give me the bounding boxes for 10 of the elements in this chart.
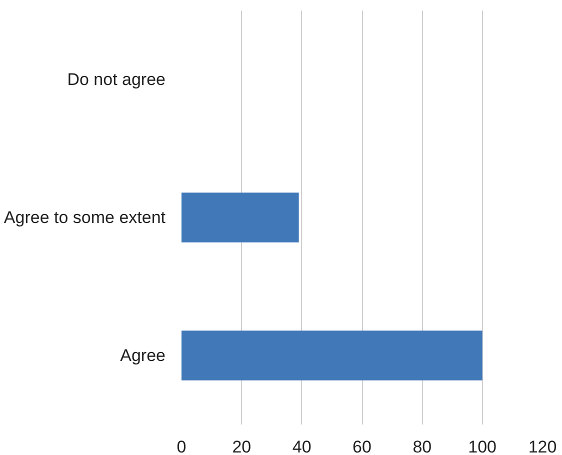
y-tick-label: Agree [120,346,166,365]
x-tick-label: 20 [232,438,252,455]
x-tick-label: 120 [528,438,557,455]
x-tick-label: 0 [176,438,186,455]
x-tick-label: 100 [468,438,497,455]
y-tick-label: Agree to some extent [4,208,166,227]
x-tick-label: 40 [292,438,312,455]
x-tick-label: 80 [412,438,432,455]
y-tick-label: Do not agree [67,70,166,89]
x-tick-label: 60 [352,438,372,455]
